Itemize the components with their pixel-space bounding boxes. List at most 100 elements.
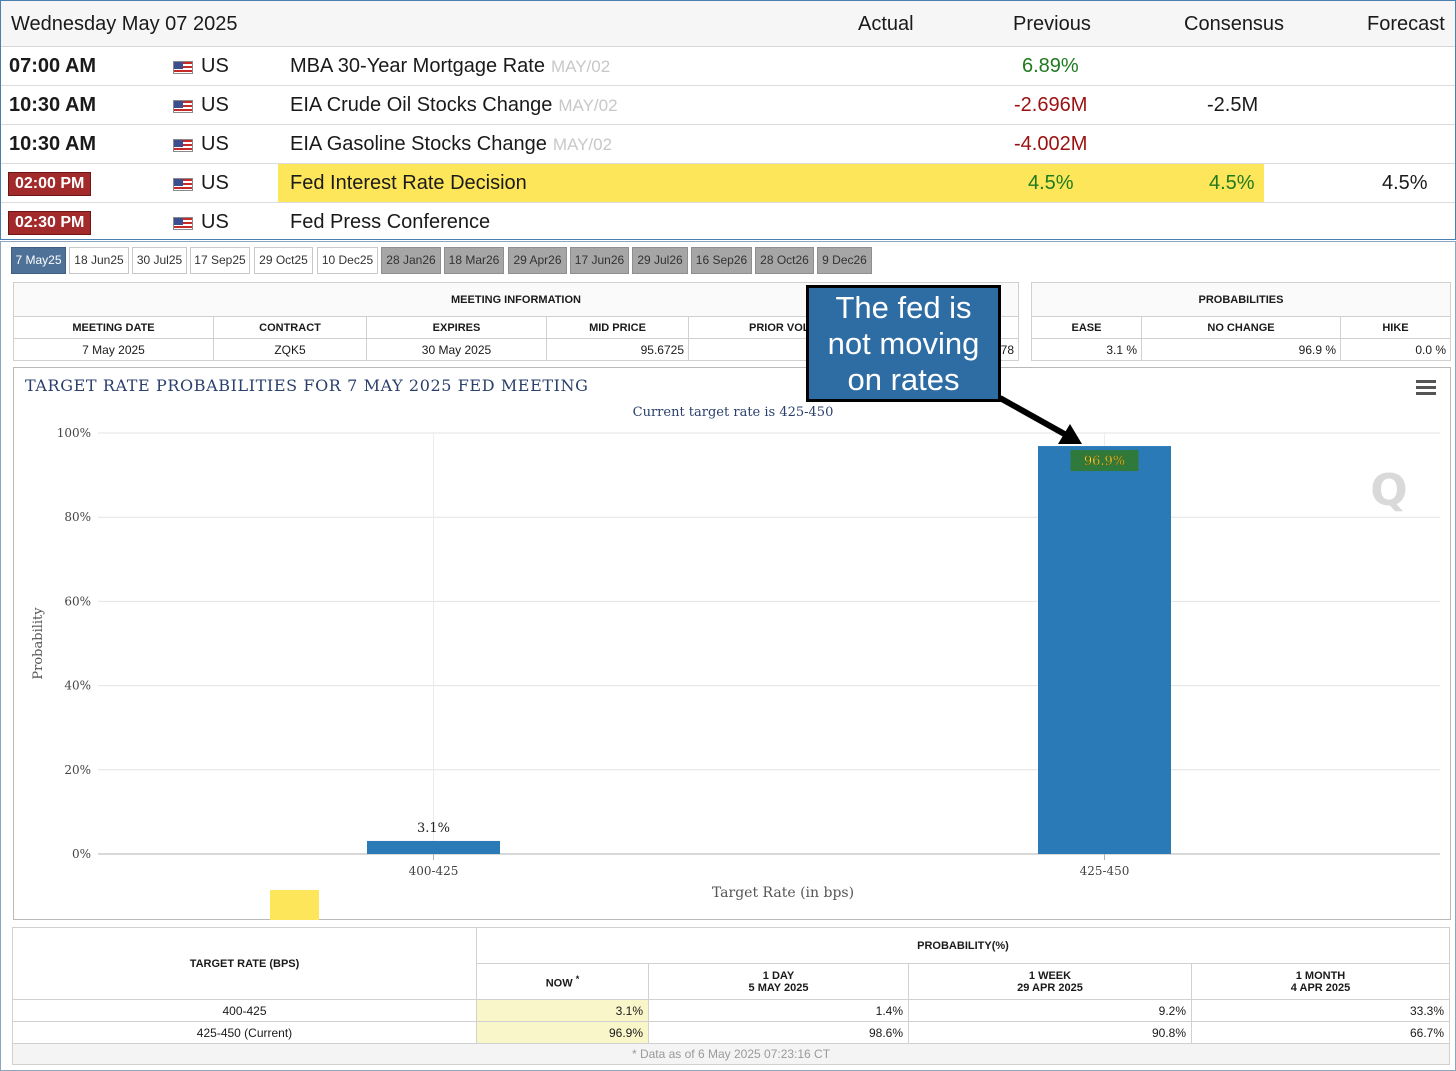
probabilities-title: PROBABILITIES (1031, 282, 1451, 317)
col-contract: CONTRACT (213, 316, 367, 339)
y-tick-label: 0% (72, 847, 91, 861)
meeting-tab[interactable]: 29 Oct25 (254, 247, 313, 274)
meeting-tab[interactable]: 30 Jul25 (132, 247, 187, 274)
x-tick-label: 425-450 (1080, 864, 1130, 878)
col-1-week-date: 29 APR 2025 (1017, 981, 1083, 994)
event-reference: MAY/02 (550, 57, 611, 76)
us-flag-icon (173, 139, 193, 152)
y-axis-title: Probability (31, 607, 46, 680)
meeting-tab[interactable]: 10 Dec25 (317, 247, 378, 274)
now-cell: 96.9% (476, 1021, 649, 1044)
meeting-date-value: 7 May 2025 (13, 338, 214, 361)
hamburger-menu-icon[interactable] (1416, 380, 1436, 396)
day-cell: 98.6% (648, 1021, 909, 1044)
calendar-row[interactable]: 10:30 AM US EIA Crude Oil Stocks Change M… (1, 86, 1455, 125)
calendar-row[interactable]: 02:30 PM US Fed Press Conference (1, 203, 1455, 242)
event-consensus: 4.5% (1209, 172, 1255, 194)
meeting-tab[interactable]: 29 Jul26 (632, 247, 688, 274)
us-flag-icon (173, 178, 193, 191)
bar-400-425 (367, 840, 500, 854)
bar-425-450 (1038, 446, 1171, 854)
event-time-badge: 02:00 PM (8, 172, 92, 196)
calendar-header: Wednesday May 07 2025 Actual Previous Co… (1, 1, 1455, 47)
col-target-rate: TARGET RATE (BPS) (12, 927, 477, 1000)
meeting-tab[interactable]: 29 Apr26 (508, 247, 567, 274)
meeting-tab[interactable]: 28 Jan26 (381, 247, 441, 274)
data-label: 3.1% (417, 821, 450, 836)
highlight-marker (270, 890, 319, 920)
rate-cell: 400-425 (12, 999, 477, 1022)
calendar-row-highlighted[interactable]: 02:00 PM US Fed Interest Rate Decision 4… (1, 164, 1455, 203)
col-forecast[interactable]: Forecast (1367, 13, 1445, 35)
col-1-week: 1 WEEK 29 APR 2025 (908, 963, 1192, 1000)
calendar-row[interactable]: 07:00 AM US MBA 30-Year Mortgage Rate MAY… (1, 47, 1455, 86)
cme-watermark-logo: Q (1370, 465, 1407, 516)
col-probability-group: PROBABILITY(%) (476, 927, 1450, 964)
y-tick-label: 80% (64, 510, 91, 524)
event-country: US (201, 211, 229, 233)
event-title[interactable]: EIA Crude Oil Stocks Change (290, 94, 553, 116)
event-title[interactable]: MBA 30-Year Mortgage Rate (290, 55, 545, 77)
meeting-tab[interactable]: 7 May25 (11, 247, 66, 274)
col-1-month: 1 MONTH 4 APR 2025 (1191, 963, 1450, 1000)
chart-title: TARGET RATE PROBABILITIES FOR 7 MAY 2025… (25, 376, 589, 395)
data-label: 96.9% (1084, 454, 1125, 469)
x-axis-title: Target Rate (in bps) (712, 885, 854, 901)
us-flag-icon (173, 100, 193, 113)
meeting-tab[interactable]: 28 Oct26 (755, 247, 814, 274)
ease-value: 3.1 % (1031, 338, 1142, 361)
event-previous: 6.89% (1022, 55, 1079, 77)
now-cell: 3.1% (476, 999, 649, 1022)
event-reference: MAY/02 (552, 135, 613, 154)
col-1-week-label: 1 WEEK (1028, 969, 1072, 982)
col-consensus[interactable]: Consensus (1184, 13, 1285, 35)
col-1-day-date: 5 MAY 2025 (748, 981, 809, 994)
row-highlight (278, 164, 1264, 202)
calendar-row[interactable]: 10:30 AM US EIA Gasoline Stocks Change MA… (1, 125, 1455, 164)
y-tick-label: 100% (57, 426, 91, 440)
probability-chart: 0% 20% 40% 60% 80% 100% 400-425 3.1% 425-450 96.9… (13, 367, 1451, 920)
meeting-tab[interactable]: 18 Mar26 (444, 247, 504, 274)
mid-price-value: 95.6725 (546, 338, 689, 361)
us-flag-icon (173, 217, 193, 230)
meeting-tab[interactable]: 17 Sep25 (190, 247, 250, 274)
week-cell: 9.2% (908, 999, 1192, 1022)
event-name[interactable]: Fed Press Conference (290, 211, 491, 233)
event-name[interactable]: EIA Gasoline Stocks Change MAY/02 (290, 133, 612, 156)
event-title[interactable]: EIA Gasoline Stocks Change (290, 133, 547, 155)
us-flag-icon (173, 61, 193, 74)
meeting-tab[interactable]: 17 Jun26 (570, 247, 629, 274)
col-now-label: NOW (545, 977, 573, 990)
event-time: 10:30 AM (9, 133, 97, 155)
callout-line: on rates (847, 362, 960, 397)
col-meeting-date: MEETING DATE (13, 316, 214, 339)
col-now: NOW * (476, 963, 649, 1000)
chart-canvas: 0% 20% 40% 60% 80% 100% 400-425 3.1% 425-450 96.9… (31, 426, 1440, 901)
col-now-marker: * (575, 973, 580, 984)
col-previous[interactable]: Previous (1013, 13, 1091, 35)
calendar-date: Wednesday May 07 2025 (11, 13, 238, 35)
hike-value: 0.0 % (1340, 338, 1451, 361)
y-tick-label: 40% (64, 679, 91, 693)
meeting-tab[interactable]: 18 Jun25 (69, 247, 129, 274)
col-actual[interactable]: Actual (858, 13, 914, 35)
event-previous: -4.002M (1014, 133, 1088, 155)
meeting-tab[interactable]: 9 Dec26 (817, 247, 872, 274)
event-name[interactable]: Fed Interest Rate Decision (290, 172, 527, 194)
table-row: 425-450 (Current) 96.9% 98.6% 90.8% 66.7… (12, 1021, 1450, 1044)
event-name[interactable]: MBA 30-Year Mortgage Rate MAY/02 (290, 55, 610, 78)
economic-calendar: Wednesday May 07 2025 Actual Previous Co… (0, 0, 1456, 240)
chart-subtitle: Current target rate is 425-450 (632, 405, 834, 420)
event-name[interactable]: EIA Crude Oil Stocks Change MAY/02 (290, 94, 618, 117)
event-previous: 4.5% (1028, 172, 1074, 194)
col-expires: EXPIRES (366, 316, 547, 339)
x-tick-label: 400-425 (409, 864, 459, 878)
y-tick-label: 60% (64, 594, 91, 608)
meeting-tab[interactable]: 16 Sep26 (691, 247, 752, 274)
col-no-change: NO CHANGE (1141, 316, 1341, 339)
probability-history-table: TARGET RATE (BPS) PROBABILITY(%) NOW * 1… (12, 927, 1450, 1065)
col-1-month-date: 4 APR 2025 (1290, 981, 1351, 994)
day-cell: 1.4% (648, 999, 909, 1022)
annotation-callout: The fed is not moving on rates (806, 285, 1001, 402)
event-previous: -2.696M (1014, 94, 1088, 116)
